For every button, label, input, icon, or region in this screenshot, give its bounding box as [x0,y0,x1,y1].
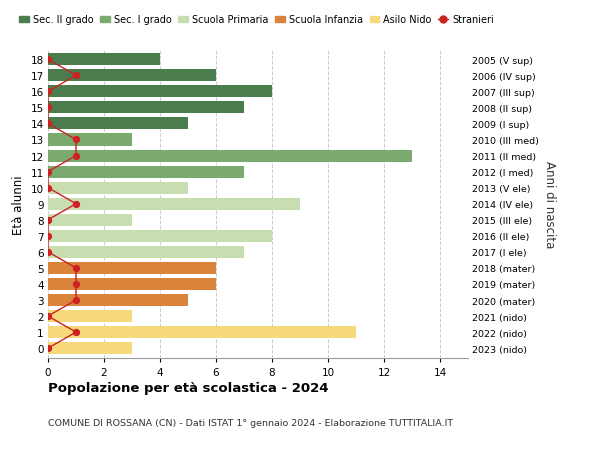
Bar [48,246,244,258]
Bar [48,134,132,146]
Point [43,313,53,320]
Text: Popolazione per età scolastica - 2024: Popolazione per età scolastica - 2024 [48,381,329,394]
Bar [48,310,132,322]
Point [71,329,81,336]
Point [43,233,53,240]
Point [71,297,81,304]
Legend: Sec. II grado, Sec. I grado, Scuola Primaria, Scuola Infanzia, Asilo Nido, Stran: Sec. II grado, Sec. I grado, Scuola Prim… [19,15,494,25]
Bar [48,182,188,194]
Bar [48,342,132,354]
Point [43,345,53,352]
Point [43,56,53,64]
Bar [48,262,216,274]
Point [43,185,53,192]
Point [71,201,81,208]
Bar [48,278,216,291]
Point [71,152,81,160]
Point [71,280,81,288]
Bar [48,294,188,306]
Bar [48,118,188,130]
Text: COMUNE DI ROSSANA (CN) - Dati ISTAT 1° gennaio 2024 - Elaborazione TUTTITALIA.IT: COMUNE DI ROSSANA (CN) - Dati ISTAT 1° g… [48,418,453,427]
Bar [48,230,272,242]
Point [43,105,53,112]
Point [43,168,53,176]
Bar [48,102,244,114]
Point [71,265,81,272]
Y-axis label: Anni di nascita: Anni di nascita [543,161,556,248]
Bar [48,86,272,98]
Bar [48,166,244,178]
Bar [48,70,216,82]
Point [43,249,53,256]
Y-axis label: Età alunni: Età alunni [12,174,25,234]
Bar [48,326,356,338]
Point [43,121,53,128]
Bar [48,150,412,162]
Bar [48,214,132,226]
Bar [48,54,160,66]
Point [43,217,53,224]
Bar [48,198,300,210]
Point [43,89,53,96]
Point [71,73,81,80]
Point [71,136,81,144]
